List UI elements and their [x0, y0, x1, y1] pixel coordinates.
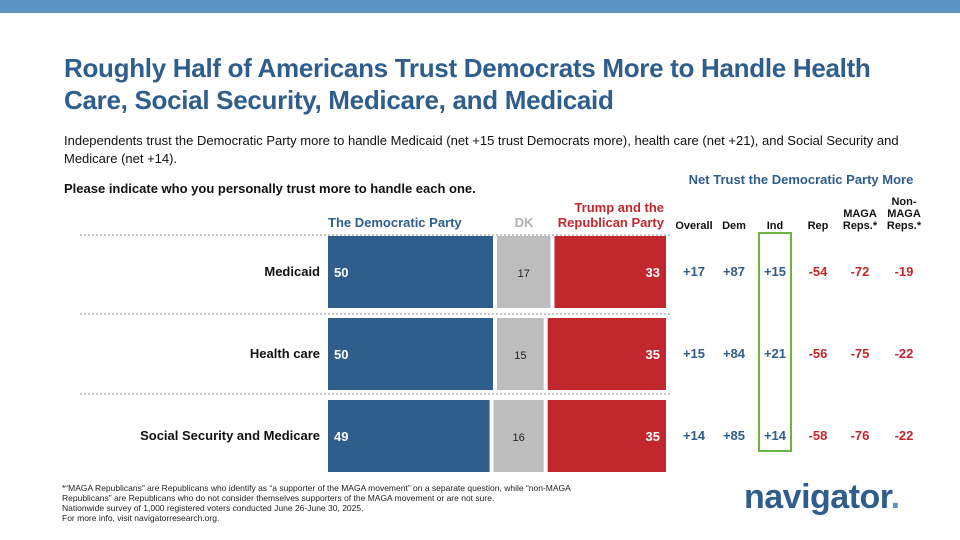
net-col-dem: Dem	[722, 220, 746, 232]
net-value: +17	[682, 264, 706, 279]
net-value: -58	[808, 428, 828, 443]
data-label: 17	[518, 268, 530, 280]
data-label: 35	[646, 429, 660, 444]
net-value: -75	[850, 346, 870, 361]
bar-republican	[554, 236, 666, 308]
bar-republican	[547, 318, 666, 390]
data-label: 15	[514, 350, 526, 362]
bar-dk	[493, 400, 544, 472]
legend-democratic-party: The Democratic Party	[328, 215, 462, 230]
net-value: -22	[894, 428, 914, 443]
subtitle: Independents trust the Democratic Party …	[64, 133, 899, 166]
data-label: 50	[334, 347, 348, 362]
net-col-rep: Rep	[807, 220, 829, 232]
row-divider	[80, 234, 670, 236]
bar-dk	[497, 318, 544, 390]
row-divider	[80, 313, 670, 315]
net-value: -56	[808, 346, 828, 361]
net-value: +87	[722, 264, 746, 279]
net-value: -54	[808, 264, 828, 279]
data-label: 16	[513, 432, 525, 444]
net-col-maga: MAGA Reps.*	[842, 208, 878, 232]
net-value: +15	[763, 264, 787, 279]
net-value: +21	[763, 346, 787, 361]
ind-highlight-box	[758, 232, 792, 452]
bar-republican	[547, 400, 666, 472]
data-label: 49	[334, 429, 348, 444]
logo-text: navigator	[744, 478, 891, 516]
row-label-social-security-medicare: Social Security and Medicare	[140, 428, 320, 443]
data-label: 33	[646, 265, 660, 280]
legend-trump-republican: Trump and the Republican Party	[557, 200, 664, 230]
net-trust-header: Net Trust the Democratic Party More	[688, 172, 914, 187]
logo-dot: .	[890, 478, 900, 516]
net-value: +14	[763, 428, 787, 443]
data-label: 50	[334, 265, 348, 280]
bar-democratic	[328, 318, 493, 390]
footnote-maga-definition: *“MAGA Republicans” are Republicans who …	[62, 483, 571, 503]
data-label: 35	[646, 347, 660, 362]
footnote: *“MAGA Republicans” are Republicans who …	[62, 483, 622, 523]
page-title: Roughly Half of Americans Trust Democrat…	[64, 53, 871, 115]
net-value: +14	[682, 428, 706, 443]
legend-dk: DK	[514, 215, 534, 230]
bar-dk	[497, 236, 551, 308]
footnote-survey-info: Nationwide survey of 1,000 registered vo…	[62, 503, 364, 513]
net-value: -19	[894, 264, 914, 279]
row-divider	[80, 393, 670, 395]
net-value: +85	[722, 428, 746, 443]
net-value: -72	[850, 264, 870, 279]
net-col-overall: Overall	[675, 220, 713, 232]
net-value: -76	[850, 428, 870, 443]
net-col-non-maga: Non-MAGA Reps.*	[886, 196, 922, 232]
net-value: -22	[894, 346, 914, 361]
navigator-logo: navigator.	[744, 478, 900, 517]
bar-democratic	[328, 236, 493, 308]
footnote-more-info: For more info, visit navigatorresearch.o…	[62, 513, 220, 523]
net-value: +15	[682, 346, 706, 361]
net-value: +84	[722, 346, 746, 361]
bar-democratic	[328, 400, 490, 472]
top-accent-bar	[0, 0, 960, 13]
row-label-medicaid: Medicaid	[264, 264, 320, 279]
net-col-ind: Ind	[766, 220, 784, 232]
survey-question: Please indicate who you personally trust…	[64, 181, 476, 196]
row-label-health-care: Health care	[249, 346, 320, 361]
